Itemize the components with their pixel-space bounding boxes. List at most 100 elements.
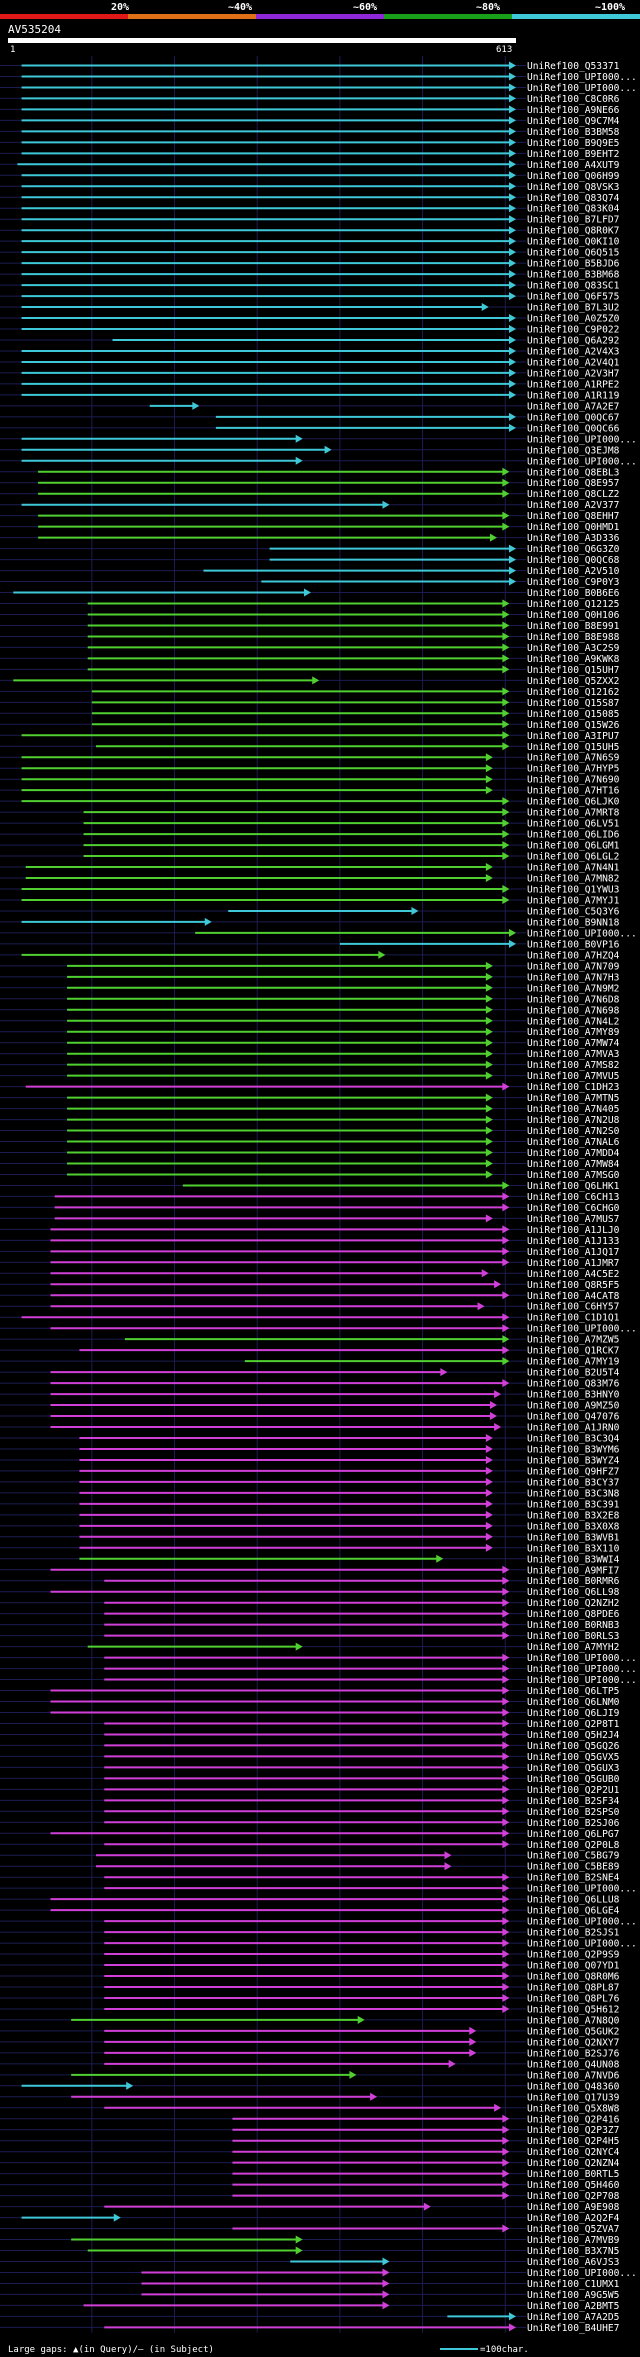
hit-arrow-179 (469, 2026, 477, 2035)
hit-arrow-79 (509, 928, 516, 937)
hit-arrow-66 (485, 786, 493, 795)
hit-arrow-77 (411, 906, 419, 915)
hit-label-173: UniRef100_Q07YD1 (527, 1961, 620, 1972)
hit-label-132: UniRef100_B3X2E8 (527, 1510, 620, 1521)
hit-label-155: UniRef100_Q5GUX3 (527, 1763, 620, 1774)
hit-arrow-198 (295, 2235, 303, 2244)
hit-arrow-176 (502, 1993, 510, 2002)
footer-scale-label: =100char. (480, 2345, 529, 2355)
hit-arrow-151 (502, 1719, 510, 1728)
hit-arrow-15 (509, 226, 516, 235)
hit-label-178: UniRef100_A7N8Q0 (527, 2015, 620, 2026)
hit-label-157: UniRef100_Q2P2U1 (527, 1785, 620, 1796)
hit-label-81: UniRef100_A7HZQ4 (527, 950, 620, 961)
hit-arrow-160 (502, 1818, 510, 1827)
hit-label-159: UniRef100_B2SPS0 (527, 1807, 620, 1818)
hit-label-48: UniRef100_B0B6E6 (527, 588, 620, 599)
hit-list: UniRef100_Q53371UniRef100_UPI000...UniRe… (13, 61, 637, 2334)
hit-arrow-144 (295, 1642, 303, 1651)
hit-arrow-124 (494, 1423, 502, 1432)
hit-arrow-19 (509, 270, 516, 279)
hit-label-156: UniRef100_Q5GUB0 (527, 1774, 620, 1785)
hit-arrow-125 (485, 1433, 493, 1442)
hit-arrow-197 (502, 2224, 510, 2233)
hit-label-168: UniRef100_Q6LGE4 (527, 1906, 620, 1917)
legend-color-3 (384, 14, 512, 19)
hit-arrow-143 (502, 1631, 510, 1640)
hit-label-140: UniRef100_Q2NZH2 (527, 1598, 619, 1609)
hit-arrow-195 (423, 2202, 431, 2211)
hit-label-195: UniRef100_A9E908 (527, 2202, 620, 2213)
hit-label-139: UniRef100_Q6LL98 (527, 1587, 620, 1598)
legend-label-4: ~100% (595, 2, 625, 13)
hit-arrow-155 (502, 1763, 510, 1772)
hit-label-167: UniRef100_Q6LLU8 (527, 1895, 620, 1906)
hit-label-60: UniRef100_Q15W26 (527, 720, 620, 731)
legend-color-4 (512, 14, 640, 19)
hit-arrow-0 (509, 61, 516, 70)
hit-label-128: UniRef100_Q9HFZ7 (527, 1466, 620, 1477)
hit-label-20: UniRef100_Q83SC1 (527, 281, 620, 292)
hit-label-116: UniRef100_A7MZW5 (527, 1335, 619, 1346)
hit-arrow-22 (481, 303, 489, 312)
hit-arrow-98 (485, 1137, 493, 1146)
footer-gap-legend: Large gaps: ▲(in Query)/– (in Subject) (8, 2345, 214, 2355)
hit-label-147: UniRef100_UPI000... (527, 1675, 637, 1686)
hit-arrow-110 (481, 1269, 489, 1278)
hit-label-10: UniRef100_Q06H99 (527, 171, 620, 182)
hit-arrow-138 (502, 1576, 510, 1585)
hit-arrow-92 (485, 1071, 493, 1080)
hit-label-26: UniRef100_A2V4X3 (527, 346, 620, 357)
hit-arrow-129 (485, 1477, 493, 1486)
hit-arrow-88 (485, 1027, 493, 1036)
hit-arrow-54 (502, 654, 510, 663)
hit-arrow-40 (382, 500, 390, 509)
hit-label-107: UniRef100_A1J133 (527, 1236, 620, 1247)
hit-label-52: UniRef100_B8E988 (527, 632, 620, 643)
hit-arrow-97 (485, 1126, 493, 1135)
hit-arrow-93 (502, 1082, 510, 1091)
hit-label-120: UniRef100_Q83M76 (527, 1379, 620, 1390)
hit-arrow-27 (509, 357, 516, 366)
hit-label-189: UniRef100_Q2P4H5 (527, 2136, 619, 2147)
hit-label-192: UniRef100_B0RTL5 (527, 2169, 619, 2180)
hit-arrow-142 (502, 1620, 510, 1629)
hit-arrow-10 (509, 171, 516, 180)
hit-label-121: UniRef100_B3HNY0 (527, 1390, 620, 1401)
hit-label-109: UniRef100_A1JMR7 (527, 1258, 620, 1269)
hit-arrow-35 (324, 445, 332, 454)
hit-arrow-28 (509, 368, 516, 377)
hit-arrow-5 (509, 116, 516, 125)
hit-arrow-56 (312, 676, 320, 685)
hit-label-59: UniRef100_Q15085 (527, 709, 619, 720)
hit-arrow-60 (502, 720, 510, 729)
hit-label-82: UniRef100_A7N709 (527, 961, 620, 972)
hit-label-14: UniRef100_B7LFD7 (527, 215, 620, 226)
legend-color-2 (256, 14, 384, 19)
hit-label-186: UniRef100_Q5X8W8 (527, 2103, 620, 2114)
hit-label-100: UniRef100_A7MW84 (527, 1159, 620, 1170)
hit-label-163: UniRef100_C5BG79 (527, 1851, 620, 1862)
hit-label-87: UniRef100_A7N4L2 (527, 1016, 619, 1027)
hit-arrow-168 (502, 1906, 510, 1915)
hit-arrow-13 (509, 204, 516, 213)
hit-arrow-109 (502, 1258, 510, 1267)
hit-arrow-87 (485, 1016, 493, 1025)
hit-arrow-201 (382, 2268, 390, 2277)
hit-arrow-86 (485, 1005, 493, 1014)
hit-label-102: UniRef100_Q6LHK1 (527, 1181, 620, 1192)
hit-label-112: UniRef100_A4CAT8 (527, 1291, 620, 1302)
hit-label-127: UniRef100_B3WYZ4 (527, 1455, 620, 1466)
hit-arrow-78 (204, 917, 212, 926)
hit-label-176: UniRef100_Q8PL76 (527, 1993, 620, 2004)
hit-arrow-36 (295, 456, 303, 465)
hit-label-200: UniRef100_A6VJS3 (527, 2257, 620, 2268)
hit-label-46: UniRef100_A2V510 (527, 566, 620, 577)
hit-label-201: UniRef100_UPI000... (527, 2268, 637, 2279)
hit-label-49: UniRef100_Q12125 (527, 599, 619, 610)
hit-arrow-91 (485, 1060, 493, 1069)
hit-arrow-157 (502, 1785, 510, 1794)
identity-legend: 20% ~40% ~60% ~80% ~100% (0, 2, 640, 19)
hit-label-67: UniRef100_Q6LJK0 (527, 797, 620, 808)
hit-label-41: UniRef100_Q8EHH7 (527, 511, 620, 522)
